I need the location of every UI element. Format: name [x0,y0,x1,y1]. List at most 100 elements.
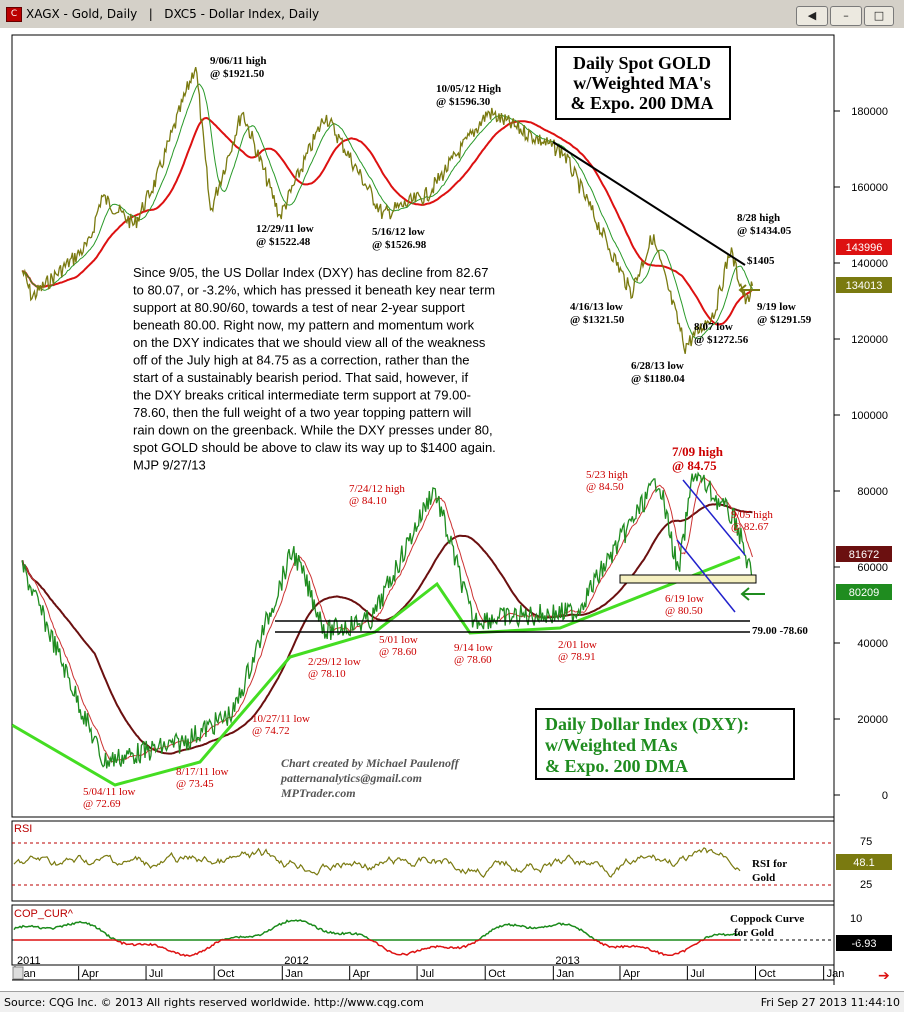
gold-annotation: 8/28 high [737,212,780,224]
rsi-label-2: Gold [752,872,775,884]
timestamp: Fri Sep 27 2013 11:44:10 [760,996,900,1009]
commentary-line: MJP 9/27/13 [133,458,206,473]
commentary-text: Since 9/05, the US Dollar Index (DXY) ha… [133,265,496,473]
x-axis: Jan Apr Jul Oct Jan Apr Jul Oct Jan Apr Jul Oct Jan2… [14,955,845,980]
y-tick-label: 180000 [851,106,888,118]
dxy-title-line-1: Daily Dollar Index (DXY): [545,714,749,735]
y-tick-label: 40000 [857,638,888,650]
dxy-annotation: @ 84.75 [672,458,717,473]
x-tick-label: Jan [827,968,845,980]
credit-line-1: Chart created by Michael Paulenoff [281,756,460,770]
dxy-title-line-2: w/Weighted MAs [545,735,678,755]
maximize-button[interactable]: □ [864,6,894,26]
coppock-tick-10: 10 [850,913,862,925]
gold-annotation: @ $1434.05 [737,225,792,237]
rsi-panel [11,820,835,902]
y-tick-label: 100000 [851,410,888,422]
dxy-annotation: @ 84.10 [349,495,387,507]
gold-title-line-3: & Expo. 200 DMA [571,93,714,113]
dxy-annotation: @ 78.60 [454,654,492,666]
status-bar: Source: CQG Inc. © 2013 All rights reser… [0,991,904,1012]
gold-price-line [21,66,754,354]
commentary-line: on the DXY indicates that we should view… [133,335,486,350]
dxy-annotation: 5/04/11 low [83,786,136,798]
gold-annotation: @ $1921.50 [210,68,265,80]
x-tick-label: Jul [690,968,704,980]
dxy-annotation: 5/23 high [586,469,628,481]
gold-annotation: @ $1522.48 [256,236,311,248]
channel-top [682,479,746,556]
rsi-tick-25: 25 [860,879,872,891]
rsi-label-1: RSI for [752,858,787,870]
y-tick-label: 60000 [857,562,888,574]
coppock-positive [13,919,741,941]
y-axis: 180000 160000 140000 120000 100000 80000 60000… [834,106,888,802]
dxy-annotation: 2/29/12 low [308,656,361,668]
gold-annotation: $1405 [747,255,775,267]
source-text: Source: CQG Inc. © 2013 All rights reser… [4,996,424,1009]
minimize-button[interactable]: – [830,6,862,26]
x-tick-label: Jul [149,968,163,980]
back-button[interactable]: ◀ [796,6,828,26]
gold-annotation: @ $1291.59 [757,314,812,326]
price-panel [11,34,835,818]
coppock-panel [11,904,835,966]
x-tick-label: Apr [353,968,370,980]
y-tick-label: 0 [882,790,888,802]
chart-area: 180000 160000 140000 120000 100000 80000 60000… [0,28,904,991]
dxy-annotation: 7/09 high [672,444,724,459]
gold-trendline [552,141,746,266]
x-tick-label: Jan [285,968,303,980]
commentary-line: support at 80.90/60, towards a test of n… [133,300,465,315]
dxy-annotation: 7/24/12 high [349,483,405,495]
y-tick-label: 140000 [851,258,888,270]
dxy-price-line [21,471,754,769]
gold-title-line-2: w/Weighted MA's [573,73,711,93]
dxy-annotation: 9/14 low [454,642,493,654]
scroll-right-arrow-icon[interactable]: ➔ [878,968,890,984]
gold-annotation: 9/19 low [757,301,796,313]
dxy-arrow-icon [740,587,765,601]
x-year-label: 2011 [17,955,41,967]
coppock-label-2: for Gold [734,927,774,939]
gold-arrow-icon [738,284,760,296]
dxy-annotation: @ 72.69 [83,798,121,810]
rsi-flag: 48.1 [853,857,874,869]
commentary-line: spot GOLD should be above to claw its wa… [133,440,496,455]
coppock-negative [14,939,740,957]
scroll-left-button[interactable] [12,966,24,980]
dxy-title-box: Daily Dollar Index (DXY): w/Weighted MAs… [535,708,795,780]
commentary-line: beneath 80.00. Right now, my pattern and… [133,318,475,333]
chart-credit: Chart created by Michael Paulenoff patte… [280,756,460,800]
dxy-last-flag: 80209 [849,587,880,599]
dxy-title-line-3: & Expo. 200 DMA [545,756,688,776]
app-icon: C [6,7,22,22]
commentary-line: start of a sustainably bearish period. T… [133,370,468,385]
x-tick-label: Oct [217,968,234,980]
y-tick-label: 120000 [851,334,888,346]
rsi-tick-75: 75 [860,836,872,848]
coppock-flag: -6.93 [851,938,876,950]
window-title: XAGX - Gold, Daily | DXC5 - Dollar Index… [26,7,320,21]
x-tick-label: Apr [623,968,640,980]
gold-annotation: 12/29/11 low [256,223,314,235]
dxy-ma-flag: 81672 [849,549,880,561]
y-tick-label: 160000 [851,182,888,194]
gold-annotation: 10/05/12 High [436,83,501,95]
commentary-line: off of the July high at 84.75 as a corre… [133,353,470,368]
coppock-series [12,919,834,957]
gold-annotation: 4/16/13 low [570,301,623,313]
x-year-label: 2013 [555,955,579,967]
gold-title-line-1: Daily Spot GOLD [573,53,711,73]
dxy-annotation: @ 78.91 [558,651,596,663]
x-tick-label: Jul [420,968,434,980]
commentary-line: rain down on the greenback. While the DX… [133,423,493,438]
window-titlebar: C XAGX - Gold, Daily | DXC5 - Dollar Ind… [0,0,904,29]
gold-annotation: 6/28/13 low [631,360,684,372]
rsi-name: RSI [14,823,32,835]
gold-annotation: @ $1180.04 [631,373,685,385]
credit-line-3: MPTrader.com [280,786,356,800]
dxy-annotation: @ 73.45 [176,778,214,790]
gold-ma-fast [21,83,753,340]
x-tick-label: Oct [759,968,776,980]
